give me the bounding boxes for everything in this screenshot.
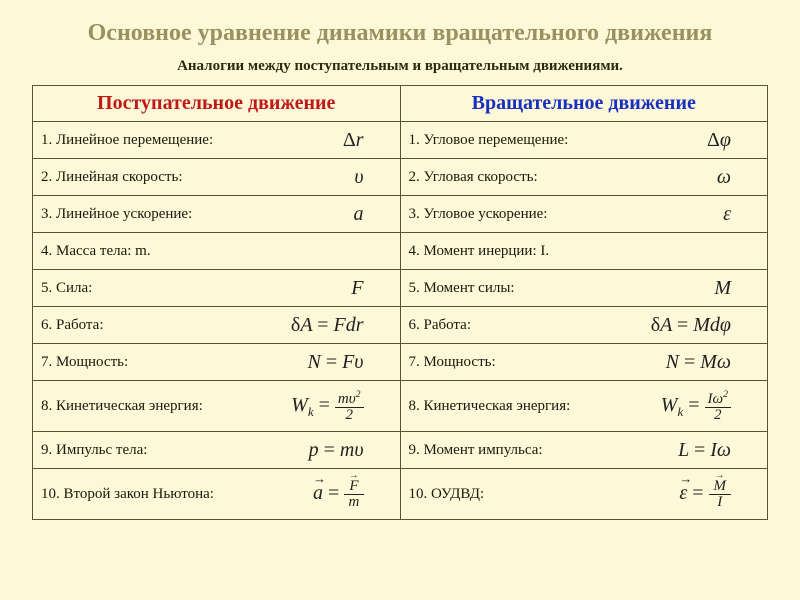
cell-left: 1. Линейное перемещение: Δr xyxy=(33,122,401,159)
cell-left: 3. Линейное ускорение: a xyxy=(33,196,401,233)
header-translational: Поступательное движение xyxy=(33,86,401,122)
cell-right: 3. Угловое ускорение: ε xyxy=(400,196,768,233)
row-label: 8. Кинетическая энергия: xyxy=(41,398,203,415)
row-symbol: ω xyxy=(717,166,759,189)
cell-left: 2. Линейная скорость: υ xyxy=(33,159,401,196)
row-symbol: υ xyxy=(354,166,391,189)
row-symbol: p = mυ xyxy=(309,439,392,462)
page-title: Основное уравнение динамики вращательног… xyxy=(32,18,768,48)
row-label: 5. Сила: xyxy=(41,280,92,297)
row-label: 5. Момент силы: xyxy=(409,280,515,297)
row-label: 1. Угловое перемещение: xyxy=(409,132,569,149)
cell-left: 7. Мощность: N = Fυ xyxy=(33,344,401,381)
row-label: 2. Угловая скорость: xyxy=(409,169,538,186)
row-label: 4. Момент инерции: I. xyxy=(409,243,550,260)
table-row: 8. Кинетическая энергия: Wk = mυ22 8. Ки… xyxy=(33,381,768,432)
row-symbol: a xyxy=(354,203,392,226)
row-label: 9. Момент импульса: xyxy=(409,442,543,459)
cell-left: 4. Масса тела: m. xyxy=(33,233,401,270)
page-subtitle: Аналогии между поступательным и вращател… xyxy=(32,58,768,75)
table-row: 5. Сила: F 5. Момент силы: M xyxy=(33,270,768,307)
row-symbol: L = Iω xyxy=(678,439,759,462)
cell-left: 8. Кинетическая энергия: Wk = mυ22 xyxy=(33,381,401,432)
row-label: 10. Второй закон Ньютона: xyxy=(41,486,214,503)
row-symbol: Wk = mυ22 xyxy=(291,390,391,423)
cell-left: 10. Второй закон Ньютона: a = Fm xyxy=(33,469,401,520)
cell-left: 9. Импульс тела: p = mυ xyxy=(33,432,401,469)
cell-left: 6. Работа: δA = Fdr xyxy=(33,307,401,344)
cell-right: 10. ОУДВД: ε = MI xyxy=(400,469,768,520)
table-row: 7. Мощность: N = Fυ 7. Мощность: N = Mω xyxy=(33,344,768,381)
table-row: 9. Импульс тела: p = mυ 9. Момент импуль… xyxy=(33,432,768,469)
row-label: 3. Линейное ускорение: xyxy=(41,206,192,223)
cell-left: 5. Сила: F xyxy=(33,270,401,307)
row-symbol: Δφ xyxy=(707,129,759,152)
row-label: 6. Работа: xyxy=(41,317,104,334)
cell-right: 5. Момент силы: M xyxy=(400,270,768,307)
row-label: 9. Импульс тела: xyxy=(41,442,147,459)
cell-right: 1. Угловое перемещение: Δφ xyxy=(400,122,768,159)
row-symbol: M xyxy=(714,277,759,300)
table-row: 10. Второй закон Ньютона: a = Fm 10. ОУД… xyxy=(33,469,768,520)
row-symbol: Wk = Iω22 xyxy=(661,390,759,423)
row-label: 10. ОУДВД: xyxy=(409,486,485,503)
cell-right: 7. Мощность: N = Mω xyxy=(400,344,768,381)
cell-right: 9. Момент импульса: L = Iω xyxy=(400,432,768,469)
table-row: 4. Масса тела: m. 4. Момент инерции: I. xyxy=(33,233,768,270)
row-label: 7. Мощность: xyxy=(409,354,496,371)
table-row: 6. Работа: δA = Fdr 6. Работа: δA = Mdφ xyxy=(33,307,768,344)
cell-right: 8. Кинетическая энергия: Wk = Iω22 xyxy=(400,381,768,432)
row-label: 8. Кинетическая энергия: xyxy=(409,398,571,415)
row-symbol: N = Mω xyxy=(666,351,759,374)
row-label: 7. Мощность: xyxy=(41,354,128,371)
slide: Основное уравнение динамики вращательног… xyxy=(0,0,800,530)
row-symbol: N = Fυ xyxy=(307,351,391,374)
comparison-table: Поступательное движение Вращательное дви… xyxy=(32,85,768,520)
row-symbol: ε xyxy=(723,203,759,226)
row-symbol: Δr xyxy=(343,129,392,152)
row-symbol: a = Fm xyxy=(313,479,391,510)
row-symbol: δA = Mdφ xyxy=(651,314,759,337)
row-symbol: F xyxy=(351,277,391,300)
row-label: 6. Работа: xyxy=(409,317,472,334)
header-rotational: Вращательное движение xyxy=(400,86,768,122)
table-row: 3. Линейное ускорение: a 3. Угловое уско… xyxy=(33,196,768,233)
table-row: 1. Линейное перемещение: Δr 1. Угловое п… xyxy=(33,122,768,159)
row-symbol: δA = Fdr xyxy=(291,314,392,337)
cell-right: 2. Угловая скорость: ω xyxy=(400,159,768,196)
row-label: 2. Линейная скорость: xyxy=(41,169,183,186)
row-symbol: ε = MI xyxy=(679,479,759,510)
row-label: 1. Линейное перемещение: xyxy=(41,132,213,149)
row-label: 4. Масса тела: m. xyxy=(41,243,151,260)
row-label: 3. Угловое ускорение: xyxy=(409,206,548,223)
table-row: 2. Линейная скорость: υ 2. Угловая скоро… xyxy=(33,159,768,196)
cell-right: 6. Работа: δA = Mdφ xyxy=(400,307,768,344)
table-header-row: Поступательное движение Вращательное дви… xyxy=(33,86,768,122)
cell-right: 4. Момент инерции: I. xyxy=(400,233,768,270)
